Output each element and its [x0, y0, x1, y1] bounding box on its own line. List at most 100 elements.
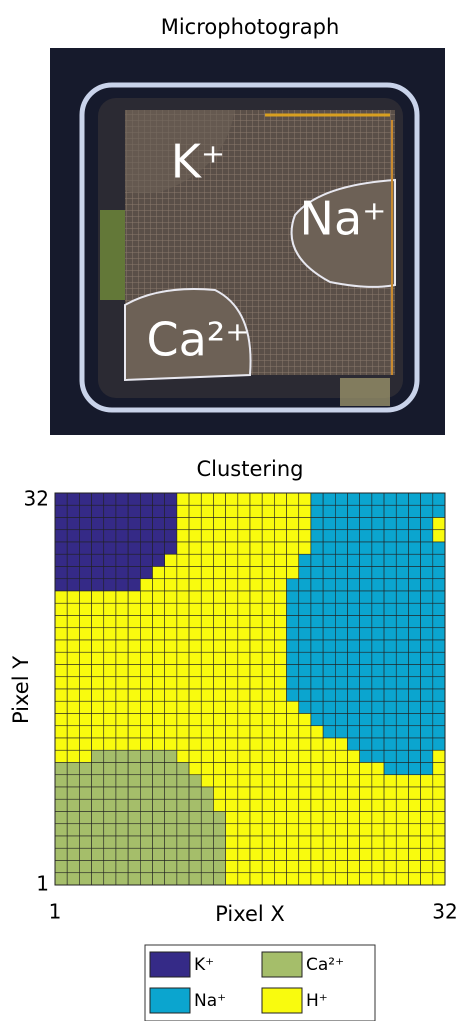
cell: [384, 799, 396, 811]
cell: [274, 787, 286, 799]
cell: [360, 799, 372, 811]
cell: [299, 836, 311, 848]
cell: [165, 763, 177, 775]
cell: [201, 603, 213, 615]
cell: [104, 787, 116, 799]
cell: [433, 665, 445, 677]
cell: [128, 873, 140, 885]
cell: [274, 603, 286, 615]
cell: [153, 493, 165, 505]
cell: [55, 542, 67, 554]
cell: [92, 603, 104, 615]
cell: [408, 554, 420, 566]
cell: [177, 738, 189, 750]
cell: [311, 567, 323, 579]
cell: [287, 616, 299, 628]
cell: [55, 775, 67, 787]
cell: [153, 518, 165, 530]
cell: [335, 726, 347, 738]
cell: [104, 763, 116, 775]
cell: [67, 530, 79, 542]
cell: [262, 836, 274, 848]
cell: [348, 689, 360, 701]
cell: [165, 554, 177, 566]
cell: [323, 824, 335, 836]
cell: [226, 701, 238, 713]
cell: [360, 603, 372, 615]
cell: [372, 738, 384, 750]
legend-swatch: [262, 952, 302, 977]
legend-label: H⁺: [306, 991, 328, 1011]
cell: [116, 775, 128, 787]
cell: [299, 616, 311, 628]
cell: [55, 824, 67, 836]
cell: [250, 493, 262, 505]
cell: [311, 714, 323, 726]
cell: [408, 714, 420, 726]
cell: [408, 677, 420, 689]
cell: [311, 493, 323, 505]
cell: [335, 738, 347, 750]
cell: [384, 763, 396, 775]
cell: [299, 640, 311, 652]
cell: [262, 701, 274, 713]
cell: [189, 665, 201, 677]
cell: [274, 616, 286, 628]
cell: [421, 591, 433, 603]
cell: [153, 616, 165, 628]
cell: [79, 505, 91, 517]
cell: [104, 689, 116, 701]
cell: [238, 714, 250, 726]
cell: [140, 542, 152, 554]
cell: [274, 518, 286, 530]
cell: [408, 591, 420, 603]
cell: [348, 567, 360, 579]
cell: [140, 799, 152, 811]
cell: [396, 579, 408, 591]
cell: [177, 591, 189, 603]
cell: [335, 542, 347, 554]
cell: [372, 640, 384, 652]
cell: [299, 763, 311, 775]
cell: [396, 677, 408, 689]
cell: [165, 836, 177, 848]
cell: [274, 579, 286, 591]
cell: [360, 775, 372, 787]
cell: [201, 812, 213, 824]
cell: [226, 567, 238, 579]
cell: [153, 591, 165, 603]
cell: [287, 628, 299, 640]
cell: [372, 665, 384, 677]
cell: [213, 603, 225, 615]
legend-swatch: [150, 952, 190, 977]
cell: [348, 603, 360, 615]
cell: [408, 775, 420, 787]
heatmap: [55, 493, 445, 885]
cell: [287, 505, 299, 517]
cell: [335, 836, 347, 848]
cell: [92, 530, 104, 542]
cell: [396, 518, 408, 530]
cell: [140, 701, 152, 713]
cell: [384, 652, 396, 664]
cell: [360, 616, 372, 628]
cell: [372, 652, 384, 664]
cell: [140, 603, 152, 615]
cell: [177, 640, 189, 652]
cell: [323, 665, 335, 677]
cell: [55, 726, 67, 738]
cell: [433, 677, 445, 689]
cell: [140, 530, 152, 542]
cell: [67, 763, 79, 775]
cell: [299, 714, 311, 726]
cell: [104, 677, 116, 689]
cell: [189, 836, 201, 848]
cell: [116, 677, 128, 689]
cell: [201, 750, 213, 762]
cell: [213, 591, 225, 603]
cell: [92, 873, 104, 885]
cell: [238, 824, 250, 836]
cell: [250, 799, 262, 811]
cell: [92, 799, 104, 811]
cell: [421, 677, 433, 689]
